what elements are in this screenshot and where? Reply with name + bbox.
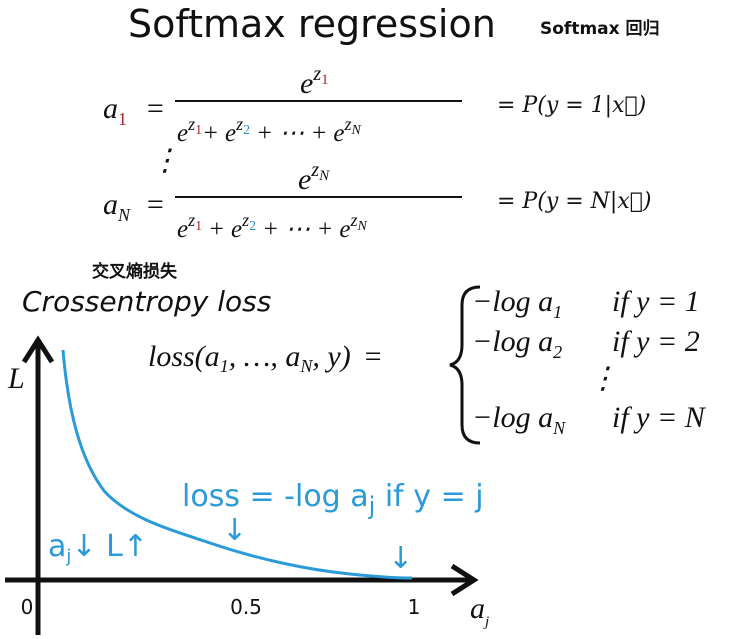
arrow: ↓ — [388, 541, 413, 576]
text-part: if y = j — [375, 479, 483, 514]
text-part: −log a — [472, 325, 553, 358]
denominator: ez1+ez2+ ⋯ +ezN — [177, 114, 362, 147]
x-tick-label: 0 — [21, 595, 34, 619]
text-part: j — [368, 492, 376, 520]
text-part: N — [318, 168, 330, 184]
text-part: e — [339, 216, 350, 243]
text-part: a — [48, 529, 66, 564]
case-expr: −log a1 — [472, 285, 562, 322]
text-part: N — [351, 123, 362, 138]
text-part: z — [235, 114, 243, 134]
equals: = — [145, 92, 165, 125]
equation: aN = ezN ez1 + ez2 + ⋯ + ezN = P(y = N|x⃗) — [103, 159, 652, 243]
text-part: , …, a — [229, 340, 301, 373]
text-part: e — [177, 216, 188, 243]
cases: −log a1 if y = 1 −log a2 if y = 2 ⋮ −log… — [472, 285, 707, 438]
vdots: ⋮ — [150, 144, 180, 177]
loss-curve — [61, 349, 413, 580]
text-part: z — [349, 210, 357, 230]
rhs: = P(y = N|x⃗) — [497, 189, 652, 214]
arrow: ↓ — [222, 513, 247, 548]
text-part: ↓ L↑ — [71, 529, 148, 564]
x-tick-label: 0.5 — [230, 595, 262, 619]
text-part: N — [552, 418, 566, 438]
text-part: j — [65, 546, 71, 567]
text-part: N — [357, 219, 368, 234]
lhs: a1 — [103, 92, 127, 129]
brace — [449, 285, 481, 445]
text-part: e — [298, 163, 311, 196]
section-title: Crossentropy loss — [22, 285, 271, 318]
numerator: ez1 — [300, 63, 329, 100]
x-tick-label: 1 — [408, 595, 421, 619]
case-cond: if y = N — [612, 401, 707, 434]
text-part: + ⋯ + — [256, 120, 327, 147]
denominator: ez1+ez2+ ⋯ +ezN — [177, 210, 368, 243]
plot: L aj 0 0.5 1 loss = -log aj if y = j aj↓… — [5, 335, 489, 635]
text-part: z — [187, 210, 195, 230]
text-part: e — [333, 120, 344, 147]
text-part: + — [202, 120, 219, 147]
text-part: −log a — [472, 285, 553, 318]
y-label: L — [7, 362, 25, 395]
lhs: aN — [103, 188, 131, 225]
text-part: loss(a — [148, 340, 220, 373]
section-translation: 交叉熵损失 — [92, 261, 178, 282]
title: Softmax regression — [128, 2, 496, 46]
text-part: z — [343, 114, 351, 134]
rhs: = P(y = 1|x⃗) — [497, 93, 646, 118]
text-part: 2 — [249, 219, 256, 234]
text-part: 1 — [553, 302, 562, 322]
case-expr: −log a2 — [472, 325, 562, 362]
text-part: e — [231, 216, 242, 243]
equals: = — [145, 188, 165, 221]
annotation: loss = -log aj if y = j — [182, 479, 484, 520]
text-part: 1 — [195, 123, 202, 138]
case-cond: if y = 2 — [612, 325, 700, 358]
numerator: ezN — [298, 159, 330, 196]
text-part: N — [299, 356, 313, 376]
case-cond: if y = 1 — [612, 285, 700, 318]
text-part: + — [208, 216, 225, 243]
text-part: e — [225, 120, 236, 147]
title-translation: Softmax 回归 — [540, 18, 660, 39]
text-part: a — [103, 188, 118, 221]
text-part: a — [470, 592, 485, 625]
text-part: 1 — [195, 219, 202, 234]
text-part: N — [117, 205, 131, 225]
y-arrow — [21, 335, 55, 364]
text-part: z — [187, 114, 195, 134]
case-expr: −log aN — [472, 401, 566, 438]
text-part: z — [241, 210, 249, 230]
note: aj↓ L↑ — [48, 529, 148, 567]
text-part: e — [300, 67, 313, 100]
equation: a1 = ez1 ez1+ ez2 + ⋯ + ezN = P(y = 1|x⃗) — [103, 63, 646, 147]
text-part: , y) — [312, 340, 350, 373]
text-part: = — [363, 340, 383, 373]
text-part: 1 — [118, 109, 127, 129]
vdots: ⋮ — [588, 362, 618, 395]
text-part: loss = -log a — [182, 479, 369, 514]
text-part: z — [312, 63, 321, 85]
text-part: + ⋯ + — [262, 216, 333, 243]
text-part: 1 — [220, 356, 229, 376]
x-label: aj — [470, 592, 489, 630]
text-part: 1 — [321, 72, 329, 88]
loss-lhs: loss(a1, …, aN, y) = — [148, 340, 383, 376]
x-arrow — [450, 563, 479, 597]
text-part: a — [103, 92, 118, 125]
text-part: 2 — [553, 342, 562, 362]
text-part: j — [483, 614, 489, 630]
text-part: 2 — [243, 123, 250, 138]
text-part: −log a — [472, 401, 553, 434]
text-part: e — [177, 120, 188, 147]
text-part: z — [310, 159, 319, 181]
